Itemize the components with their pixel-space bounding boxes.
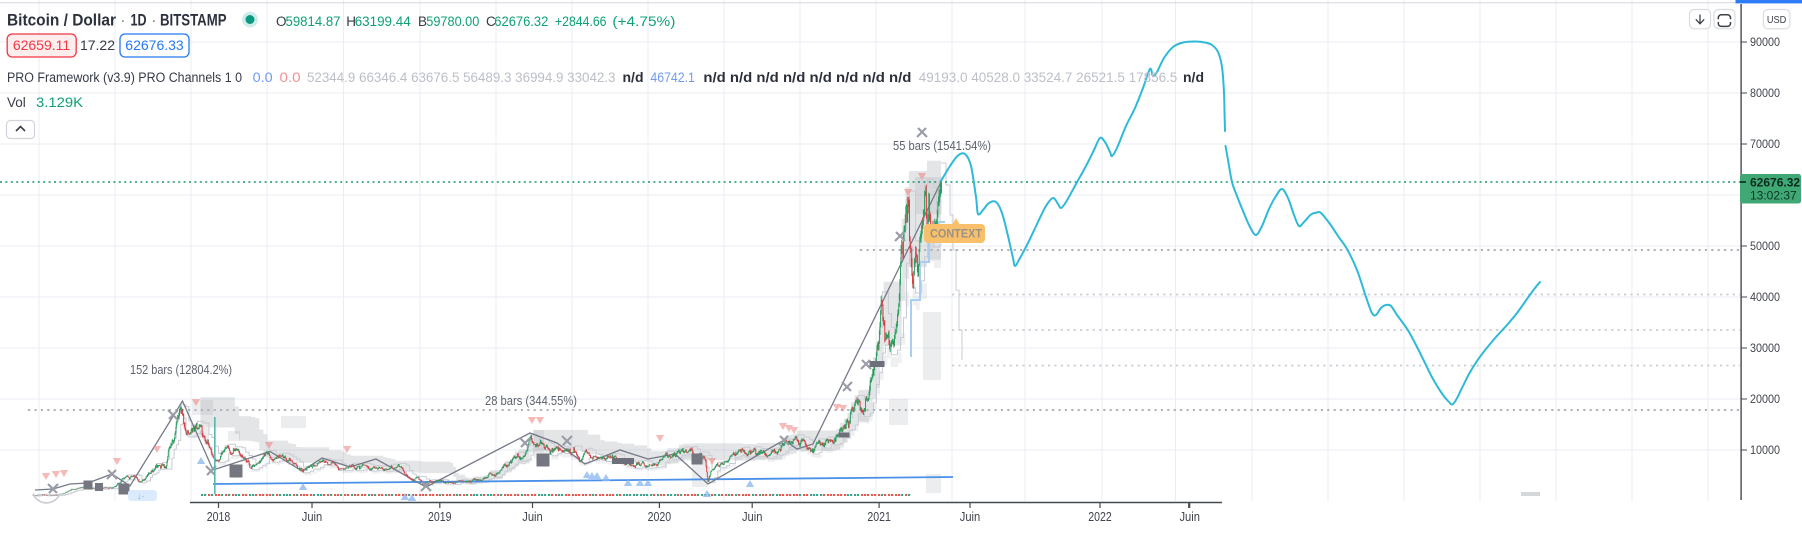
svg-text:2020: 2020 <box>648 510 672 524</box>
svg-text:2018: 2018 <box>207 510 231 524</box>
svg-text:2019: 2019 <box>428 510 452 524</box>
svg-text:Juin: Juin <box>1179 510 1200 524</box>
svg-text:40000: 40000 <box>1750 292 1780 304</box>
svg-text:BITSTAMP: BITSTAMP <box>160 10 227 29</box>
svg-text:2022: 2022 <box>1088 510 1112 524</box>
svg-text:n/d: n/d <box>623 70 644 85</box>
svg-text:80000: 80000 <box>1750 88 1780 100</box>
svg-text:Juin: Juin <box>742 510 763 524</box>
svg-text:O: O <box>276 14 287 29</box>
svg-text:62676.32: 62676.32 <box>494 14 548 29</box>
svg-text:1D: 1D <box>131 10 147 29</box>
svg-text:62659.11: 62659.11 <box>13 37 71 53</box>
svg-text:59780.00: 59780.00 <box>426 14 479 29</box>
svg-text:B: B <box>418 14 427 29</box>
svg-text:PRO Framework (v3.9) PRO Chann: PRO Framework (v3.9) PRO Channels 1 0 <box>7 70 242 85</box>
svg-text:Juin: Juin <box>302 510 323 524</box>
svg-text:62676.33: 62676.33 <box>125 37 184 53</box>
svg-text:H: H <box>346 14 356 29</box>
svg-text:0.0: 0.0 <box>253 70 273 85</box>
svg-text:62676.32: 62676.32 <box>1750 176 1800 190</box>
svg-text:(+4.75%): (+4.75%) <box>612 14 675 29</box>
svg-text:Juin: Juin <box>960 510 981 524</box>
svg-text:0.0: 0.0 <box>280 70 301 85</box>
svg-text:10000: 10000 <box>1750 445 1780 457</box>
svg-text:·: · <box>120 10 126 29</box>
svg-text:USD: USD <box>1767 14 1787 26</box>
svg-text:52344.9 66346.4 63676.5 56489.: 52344.9 66346.4 63676.5 56489.3 36994.9 … <box>307 70 616 85</box>
svg-text:13:02:37: 13:02:37 <box>1750 189 1797 203</box>
svg-text:Vol: Vol <box>7 95 26 110</box>
svg-text:152 bars (12804.2%): 152 bars (12804.2%) <box>130 363 232 377</box>
svg-text:63199.44: 63199.44 <box>355 14 411 29</box>
svg-text:C: C <box>486 14 496 29</box>
svg-text:49193.0 40528.0 33524.7 26521.: 49193.0 40528.0 33524.7 26521.5 17856.5 <box>919 70 1178 85</box>
svg-text:30000: 30000 <box>1750 343 1780 355</box>
svg-text:46742.1: 46742.1 <box>650 70 695 85</box>
svg-text:↓·: ↓· <box>137 491 145 501</box>
svg-text:20000: 20000 <box>1750 394 1780 406</box>
svg-text:n/d: n/d <box>1183 70 1204 85</box>
svg-text:55 bars (1541.54%): 55 bars (1541.54%) <box>893 139 991 153</box>
svg-text:59814.87: 59814.87 <box>286 14 341 29</box>
svg-text:70000: 70000 <box>1750 139 1780 151</box>
svg-text:CONTEXT: CONTEXT <box>930 227 983 241</box>
svg-text:3.129K: 3.129K <box>36 95 83 110</box>
svg-text:50000: 50000 <box>1750 241 1780 253</box>
svg-text:28 bars (344.55%): 28 bars (344.55%) <box>485 394 577 408</box>
svg-text:·: · <box>151 10 157 29</box>
svg-text:n/d n/d n/d n/d n/d n/d n/d n/: n/d n/d n/d n/d n/d n/d n/d n/d <box>703 70 911 85</box>
svg-text:+2844.66: +2844.66 <box>555 14 607 29</box>
svg-text:2021: 2021 <box>867 510 891 524</box>
svg-text:90000: 90000 <box>1750 37 1780 49</box>
svg-text:Juin: Juin <box>522 510 543 524</box>
svg-text:17.22: 17.22 <box>80 37 115 53</box>
svg-text:Bitcoin / Dollar: Bitcoin / Dollar <box>7 10 116 29</box>
